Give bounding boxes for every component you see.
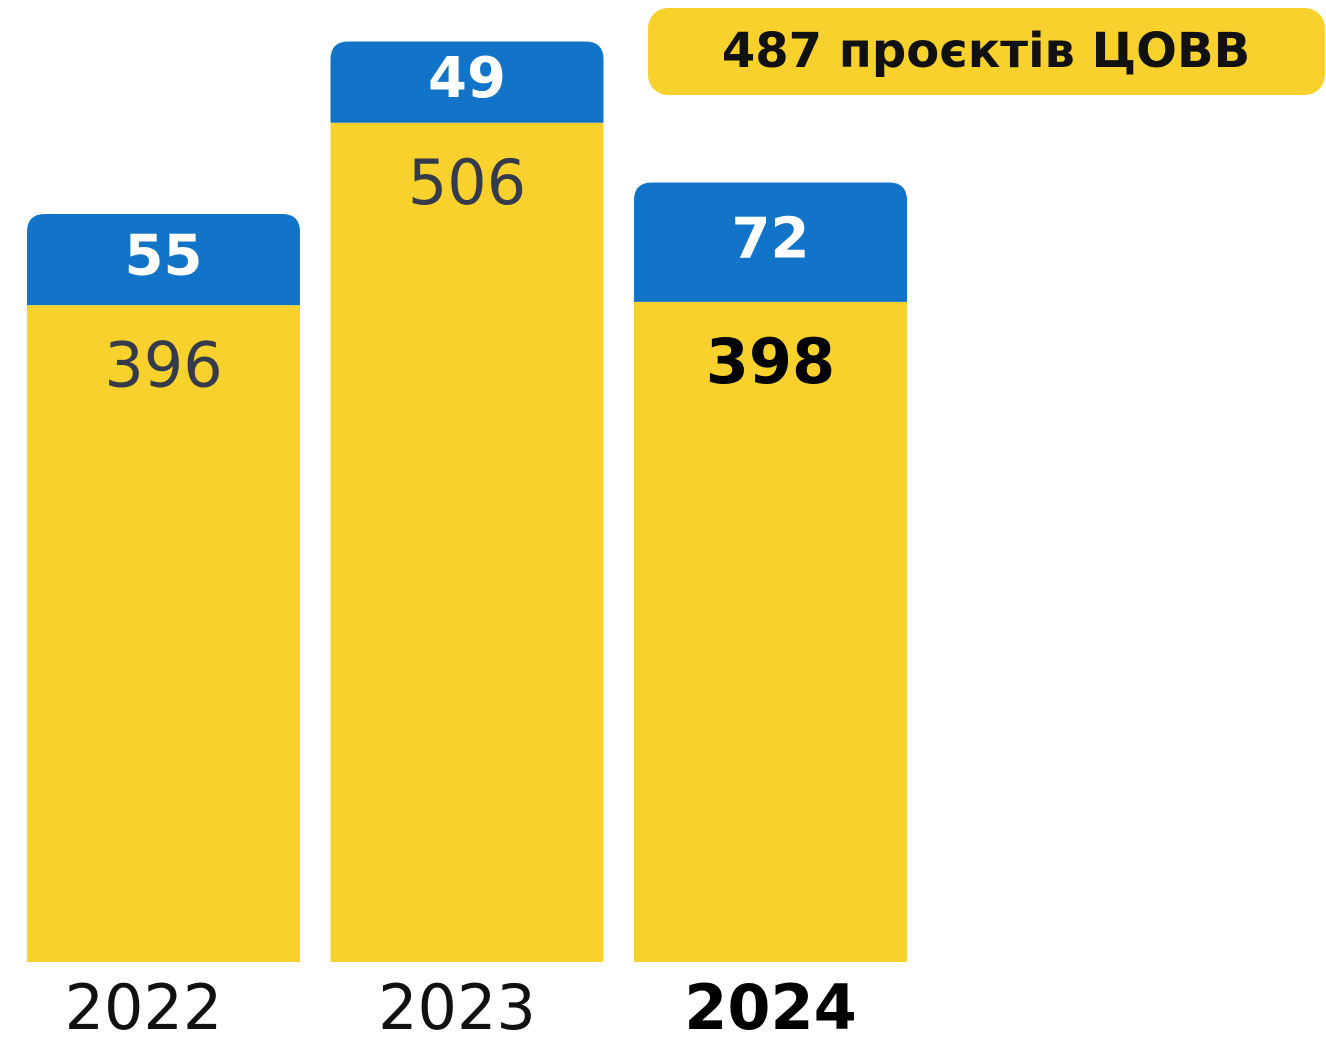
value-label: 506: [408, 146, 526, 219]
x-tick-label: 2022: [65, 971, 223, 1044]
annotation-box: [648, 8, 1325, 95]
value-label: 72: [732, 206, 810, 271]
bar-segment: [27, 305, 300, 962]
x-tick-label: 2023: [378, 971, 536, 1044]
value-label: 398: [706, 325, 835, 398]
value-label: 49: [428, 46, 506, 111]
bar-segment: [634, 182, 907, 302]
bar-segment: [27, 213, 300, 306]
bar-segment: [634, 301, 907, 962]
value-label: 55: [125, 224, 203, 289]
annotation: 487 проєктів ЦОВВ: [722, 23, 1250, 79]
bar-segment: [330, 41, 604, 123]
x-tick-label: 2024: [684, 971, 857, 1044]
bar-segment: [330, 122, 604, 963]
value-label: 396: [104, 328, 222, 401]
